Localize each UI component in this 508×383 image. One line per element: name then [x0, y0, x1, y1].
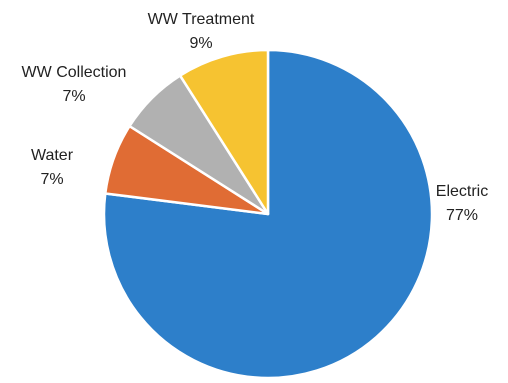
- slice-value-label-ww-collection: 7%: [62, 88, 85, 105]
- slice-value-label-electric: 77%: [446, 207, 478, 224]
- slice-label-ww-treatment: WW Treatment: [148, 11, 255, 28]
- slice-value-label-water: 7%: [40, 171, 63, 188]
- slice-label-electric: Electric: [436, 183, 488, 200]
- pie-slice-ww-treatment: [178, 48, 270, 216]
- slice-label-ww-collection: WW Collection: [22, 64, 127, 81]
- slice-label-water: Water: [31, 147, 74, 164]
- slice-value-label-ww-treatment: 9%: [189, 35, 212, 52]
- pie-slice-electric: [102, 48, 434, 380]
